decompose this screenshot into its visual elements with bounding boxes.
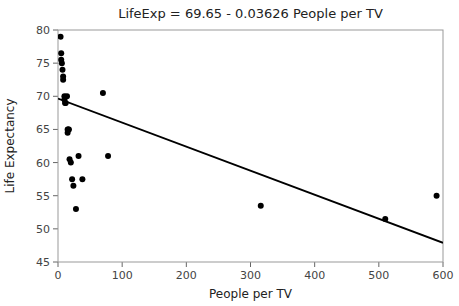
y-tick — [53, 96, 58, 97]
y-tick-label: 75 — [36, 57, 50, 70]
point — [70, 183, 76, 189]
point — [434, 193, 440, 199]
point — [258, 203, 264, 209]
chart: LifeExp = 69.65 - 0.03626 People per TV 0… — [0, 0, 459, 306]
y-tick-label: 50 — [36, 223, 50, 236]
axes: 0 100 200 300 400 500 600 45 50 55 60 65 70 75 80 — [36, 24, 454, 282]
point — [73, 206, 79, 212]
point — [58, 34, 64, 40]
point — [100, 90, 106, 96]
point — [65, 126, 71, 132]
point — [58, 50, 64, 56]
x-tick — [314, 262, 315, 267]
point — [64, 93, 70, 99]
y-tick-label: 80 — [36, 24, 50, 37]
y-tick-label: 65 — [36, 123, 50, 136]
x-axis-label: People per TV — [209, 287, 293, 301]
x-tick — [58, 262, 59, 267]
x-tick — [378, 262, 379, 267]
y-axis-label: Life Expectancy — [3, 98, 17, 193]
y-tick — [53, 129, 58, 130]
plot-area — [58, 34, 443, 243]
x-tick — [122, 262, 123, 267]
y-tick-label: 45 — [36, 256, 50, 269]
x-tick-label: 200 — [176, 269, 197, 282]
point — [69, 176, 75, 182]
regression-line — [58, 99, 443, 243]
x-tick-label: 500 — [368, 269, 389, 282]
point — [60, 77, 66, 83]
y-tick — [53, 30, 58, 31]
x-tick-label: 400 — [304, 269, 325, 282]
y-tick — [53, 228, 58, 229]
x-tick-label: 100 — [112, 269, 133, 282]
point — [105, 153, 111, 159]
plot-frame — [58, 30, 443, 262]
x-tick-label: 0 — [55, 269, 62, 282]
point — [79, 176, 85, 182]
x-tick — [443, 262, 444, 267]
point — [68, 160, 74, 166]
y-tick — [53, 162, 58, 163]
point — [66, 126, 72, 132]
y-tick-label: 60 — [36, 157, 50, 170]
x-tick — [186, 262, 187, 267]
x-tick-label: 300 — [240, 269, 261, 282]
x-tick — [250, 262, 251, 267]
y-tick-label: 55 — [36, 190, 50, 203]
x-tick-label: 600 — [433, 269, 454, 282]
title: LifeExp = 69.65 - 0.03626 People per TV — [118, 6, 383, 21]
y-tick — [53, 262, 58, 263]
point — [76, 153, 82, 159]
point — [59, 67, 65, 73]
y-tick — [53, 63, 58, 64]
y-tick — [53, 195, 58, 196]
point — [59, 60, 65, 66]
y-tick-label: 70 — [36, 90, 50, 103]
